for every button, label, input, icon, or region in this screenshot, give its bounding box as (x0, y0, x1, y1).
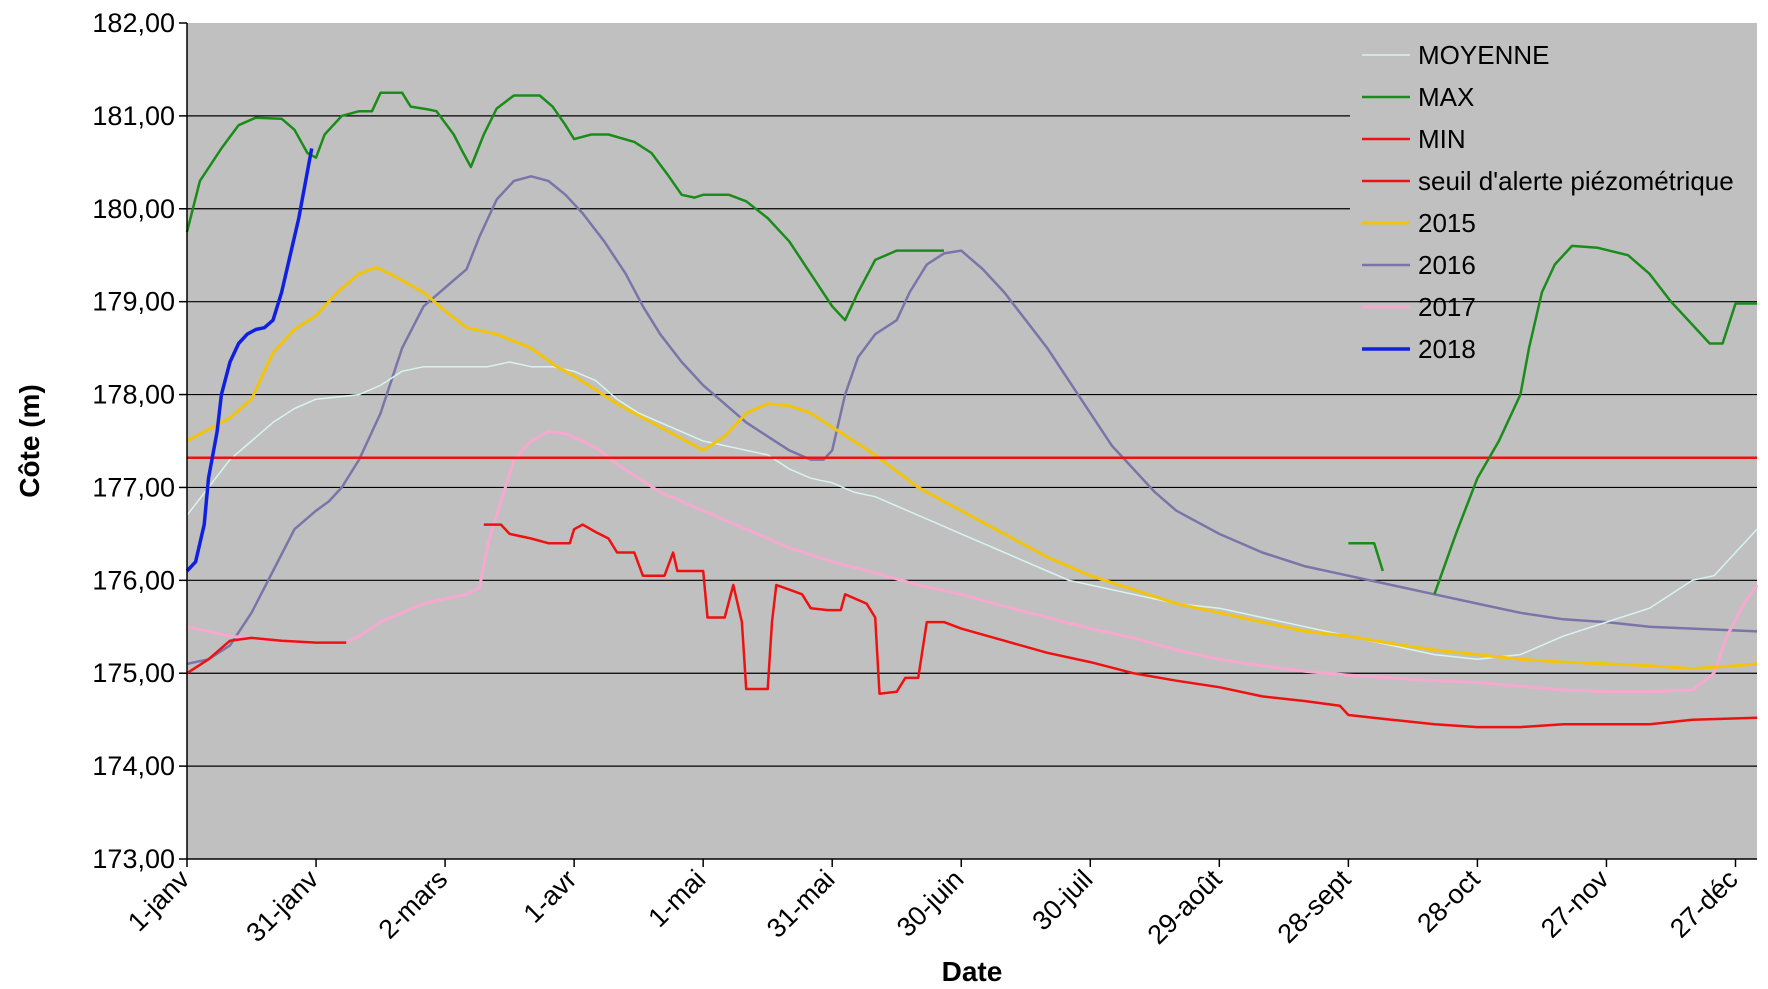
y-tick-label: 177,00 (92, 472, 175, 502)
x-tick-label: 1-avr (518, 864, 583, 929)
gridlines (187, 115, 1757, 767)
y-tick-label: 179,00 (92, 287, 175, 317)
y-tick-label: 182,00 (92, 8, 175, 38)
x-tick-label: 29-août (1142, 864, 1228, 950)
y-tick-label: 174,00 (92, 751, 175, 781)
series-line-max (1348, 541, 1384, 572)
x-tick-label: 1-mai (642, 864, 711, 933)
series-line-max (1433, 244, 1757, 595)
y-tick-label: 181,00 (92, 101, 175, 131)
legend-label: 2018 (1418, 334, 1476, 364)
legend-label: MOYENNE (1418, 40, 1549, 70)
x-tick-label: 1-janv (122, 864, 196, 938)
x-tick-label: 27-nov (1535, 864, 1615, 944)
series-line-2018 (185, 148, 314, 573)
series-line-2017 (186, 430, 1759, 694)
x-tick-label: 27-déc (1664, 864, 1744, 944)
x-tick-label: 31-mai (761, 864, 841, 944)
x-axis-title: Date (942, 956, 1003, 987)
series-line-2016 (186, 175, 1758, 666)
x-tick-label: 2-mars (373, 864, 454, 945)
x-tick-label: 31-janv (240, 864, 324, 948)
legend-label: MIN (1418, 124, 1466, 154)
x-tick-label: 28-sept (1272, 864, 1357, 949)
y-tick-label: 176,00 (92, 565, 175, 595)
x-tick-label: 30-juil (1026, 864, 1098, 936)
series-line-min (483, 523, 1758, 729)
series-line-min (186, 636, 347, 675)
y-tick-label: 175,00 (92, 658, 175, 688)
legend-label: 2017 (1418, 292, 1476, 322)
series-lines (185, 91, 1759, 729)
legend-label: seuil d'alerte piézométrique (1418, 166, 1734, 196)
x-tick-label: 30-juin (891, 864, 970, 943)
series-line-max (185, 91, 944, 322)
plot-area (187, 23, 1757, 859)
legend-label: MAX (1418, 82, 1474, 112)
x-tick-label: 28-oct (1411, 864, 1486, 939)
series-line-moyenne (186, 361, 1758, 661)
legend-label: 2015 (1418, 208, 1476, 238)
y-axis-title: Côte (m) (14, 384, 45, 498)
y-tick-label: 180,00 (92, 194, 175, 224)
y-tick-label: 173,00 (92, 844, 175, 874)
legend-label: 2016 (1418, 250, 1476, 280)
y-tick-label: 178,00 (92, 380, 175, 410)
legend: MOYENNE MAX MIN seuil d'alerte piézométriqu… (1362, 40, 1734, 364)
series-line-2015 (186, 265, 1758, 671)
